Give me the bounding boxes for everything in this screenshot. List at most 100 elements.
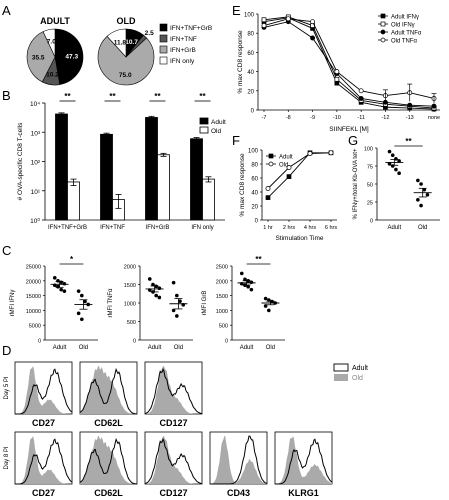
marker-label: KLRG1 <box>288 488 319 498</box>
legend-swatch <box>199 117 209 125</box>
y-tick-label: 2500 <box>216 265 228 271</box>
panel-d-histograms: Day 5 PI CD27 CD62L CD127 Day 8 PI CD27 CD62L C… <box>4 361 368 498</box>
data-point <box>397 171 401 175</box>
series-line <box>267 152 332 189</box>
data-point <box>243 277 247 282</box>
marker-label: CD43 <box>227 488 250 498</box>
x-tick-label: Adult <box>240 345 254 351</box>
legend-label: Adult TNFα <box>391 31 422 37</box>
y-axis-label: rMFI GrB <box>202 291 208 316</box>
bar <box>190 138 203 221</box>
marker-label: CD27 <box>32 418 55 428</box>
legend-label: Old IFNγ <box>391 23 415 29</box>
y-axis-label: % max CD8 response <box>239 153 246 217</box>
pie-slice-label: 10.2 <box>46 72 59 79</box>
panel-label-c: C <box>2 243 11 258</box>
series-line <box>263 16 435 109</box>
y-tick-label: 25000 <box>26 265 41 271</box>
y-tick-label: 0 <box>370 219 373 225</box>
histogram-adult-line <box>144 367 203 415</box>
y-tick-label: 0 <box>133 339 136 345</box>
y-tick-label: 20 <box>247 89 254 95</box>
y-tick-label: 100 <box>364 147 373 153</box>
y-tick-label: 20000 <box>26 279 41 285</box>
x-tick-label: Adult <box>148 345 162 351</box>
x-tick-label: Adult <box>387 225 401 231</box>
y-tick-label: 100 <box>244 13 255 19</box>
y-tick-label: 100 <box>248 149 259 155</box>
x-tick-label: Adult <box>53 345 67 351</box>
x-axis-label: SIINFEKL [M] <box>329 126 369 133</box>
data-point <box>263 296 268 301</box>
legend-marker <box>268 153 274 159</box>
y-tick-label: 20 <box>251 205 258 211</box>
legend-swatch <box>159 45 168 54</box>
panel-label-d: D <box>2 343 11 358</box>
pie-title: OLD <box>117 16 136 26</box>
x-tick-label: IFN+TNF+GrB <box>48 225 87 231</box>
marker-label: CD62L <box>94 488 123 498</box>
pie-title: ADULT <box>40 16 70 26</box>
panel-b-bar-chart: 10⁰ 10¹ 10² 10³ 10⁴ # OVA-specific CD8 T-cell… <box>17 92 226 231</box>
panel-e-dose-response: 0 20 40 60 80 100 -7 -8 -9 -10 -11 -12 -13 none % max … <box>237 13 440 134</box>
legend-label: Adult <box>279 155 293 161</box>
y-tick-label: 40 <box>251 191 258 197</box>
x-tick-label: none <box>428 115 440 121</box>
y-tick-label: 80 <box>251 163 258 169</box>
histogram-old-fill <box>275 436 332 484</box>
pie-slice-label: 75.0 <box>119 72 132 79</box>
y-tick-label: 50 <box>367 183 373 189</box>
significance-marker: ** <box>199 92 206 101</box>
pie-slice-label: 11.8 <box>114 39 127 46</box>
data-point <box>416 198 420 202</box>
x-tick-label: IFN+GrB <box>146 225 170 231</box>
significance-marker: ** <box>154 92 161 101</box>
panel-f-time-course: 0 20 40 60 80 100 1 hr 2 hrs 4 hrs 6 hrs % max CD8… <box>239 149 337 243</box>
legend-swatch-adult <box>333 363 349 372</box>
data-point <box>265 186 271 191</box>
panel-a-pie-charts: ADULT 47.3 10.2 35.5 7.0 OLD 10.7 2.5 75.0 11.8 IF… <box>26 16 212 86</box>
pie-slice-label: 47.3 <box>65 54 78 61</box>
data-point <box>431 103 437 109</box>
bar <box>202 178 215 221</box>
panel-label-f: F <box>232 133 240 148</box>
data-point <box>387 149 392 154</box>
y-tick-label: 1500 <box>124 283 136 289</box>
histogram-adult-line <box>79 367 138 415</box>
histogram-adult-line <box>144 437 203 485</box>
pie-slice <box>54 28 84 85</box>
legend-label: Old <box>352 375 363 382</box>
y-tick-label: 10⁰ <box>30 217 40 225</box>
y-axis-label: % IFNγ+/total Kb-OVA tet+ <box>353 148 359 219</box>
x-tick-label: 2 hrs <box>283 225 295 231</box>
data-point <box>334 76 340 82</box>
y-tick-label: 500 <box>219 324 228 330</box>
y-tick-label: 80 <box>247 32 254 38</box>
data-point <box>76 289 81 293</box>
data-point <box>310 19 316 25</box>
data-point <box>175 293 179 298</box>
data-point <box>358 88 364 94</box>
y-tick-label: 1500 <box>216 294 228 300</box>
y-axis-label: rMFI TNFα <box>108 288 114 318</box>
histogram-adult-line <box>210 435 268 485</box>
data-point <box>390 153 395 157</box>
bar <box>145 117 158 221</box>
significance-marker: ** <box>109 92 116 101</box>
data-point <box>80 317 84 322</box>
legend-label: IFN+TNF+GrB <box>170 25 212 32</box>
data-point <box>310 35 316 41</box>
y-tick-label: 1000 <box>124 302 136 308</box>
significance-marker: ** <box>405 137 412 146</box>
marker-label: CD127 <box>159 488 187 498</box>
y-tick-label: 25 <box>367 201 373 207</box>
x-tick-label: -8 <box>286 115 291 121</box>
x-tick-label: -7 <box>262 115 267 121</box>
histogram-old-fill <box>80 366 137 414</box>
data-point <box>286 165 292 170</box>
significance-marker: ** <box>255 255 262 264</box>
x-tick-label: 1 hr <box>263 225 273 231</box>
legend-label: Old <box>211 128 222 135</box>
legend-marker <box>380 29 386 35</box>
